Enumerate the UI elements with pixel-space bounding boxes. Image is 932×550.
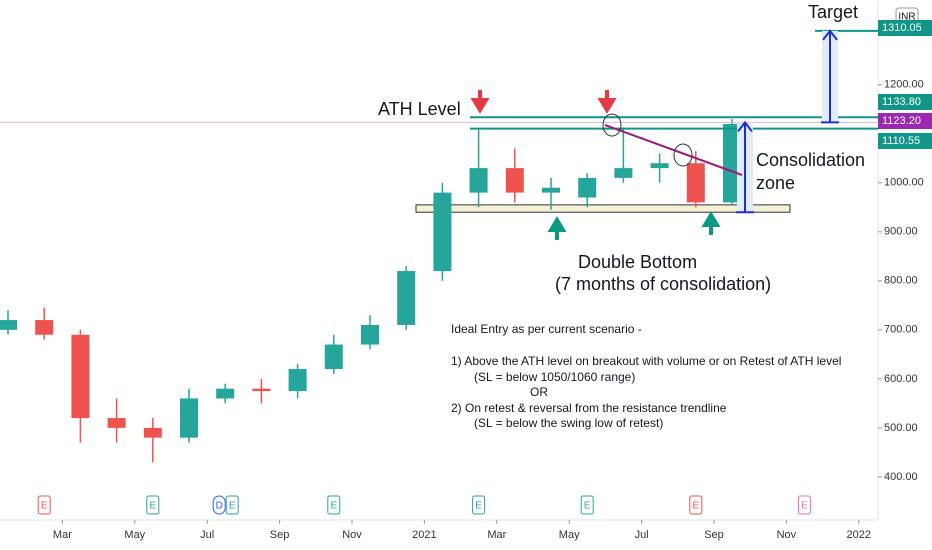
- event-marker: [212, 495, 226, 515]
- candle-body: [542, 187, 560, 193]
- y-tick-label: 1200.00: [884, 79, 924, 91]
- event-label: E: [475, 501, 482, 512]
- candle-body: [35, 320, 54, 335]
- event-label: D: [216, 501, 223, 512]
- swing-circle: [673, 143, 693, 167]
- x-tick-label: Mar: [487, 529, 506, 541]
- event-marker: [689, 495, 703, 515]
- x-tick-label: Nov: [342, 529, 362, 541]
- candle-body: [614, 168, 633, 178]
- x-tick-label: Sep: [270, 529, 290, 541]
- consolidation-label: zone: [756, 173, 795, 193]
- double-bottom-label: Double Bottom: [578, 252, 697, 272]
- y-tick-label: 700.00: [884, 324, 918, 336]
- candle-body: [0, 320, 17, 330]
- x-tick-label: Nov: [777, 529, 797, 541]
- entry-text: (SL = below the swing low of retest): [474, 416, 663, 430]
- event-marker: [327, 495, 341, 515]
- candle-body: [505, 168, 524, 193]
- target-label: Target: [808, 2, 858, 22]
- x-tick-label: 2022: [847, 529, 871, 541]
- entry-text: 1) Above the ATH level on breakout with …: [451, 354, 841, 368]
- price-label-box: [878, 113, 932, 129]
- candle-body: [216, 388, 235, 399]
- event-marker: [146, 495, 160, 515]
- price-label-box: [878, 20, 932, 36]
- price-label: 1110.55: [882, 135, 920, 147]
- resistance-trendline: [604, 124, 743, 176]
- candle-body: [397, 271, 416, 325]
- event-marker: [797, 495, 811, 515]
- price-label: 1310.05: [882, 22, 922, 34]
- red-arrow: [597, 90, 617, 114]
- consolidation-label: Consolidation: [756, 150, 865, 170]
- candle-body: [361, 324, 379, 345]
- price-label-box: [878, 94, 932, 110]
- event-marker: [580, 495, 594, 515]
- plot: 400.00 500.00 600.00 700.00 800.00 900.00 1000…: [0, 29, 924, 541]
- entry-text: OR: [530, 385, 548, 399]
- support-zone: [415, 204, 791, 213]
- entry-text: (SL = below 1050/1060 range): [474, 370, 635, 384]
- candle-body: [288, 369, 307, 392]
- y-tick-label: 800.00: [884, 275, 918, 287]
- candle-body: [324, 344, 343, 370]
- price-label-box: [878, 133, 932, 149]
- candle-body: [107, 418, 126, 428]
- ath-label: ATH Level: [378, 99, 461, 119]
- x-tick-label: Sep: [704, 529, 724, 541]
- event-label: E: [229, 501, 236, 512]
- event-label: E: [149, 501, 156, 512]
- event-label: E: [801, 501, 808, 512]
- candle-body: [143, 427, 162, 438]
- target-arrow-head: [822, 29, 838, 41]
- candle-body: [686, 163, 705, 203]
- event-marker: [472, 495, 486, 515]
- candle-body: [433, 192, 452, 272]
- green-arrow: [701, 211, 721, 235]
- entry-text: 2) On retest & reversal from the resista…: [451, 401, 727, 415]
- x-tick-label: 2021: [412, 529, 436, 541]
- candle-body: [71, 334, 90, 419]
- price-label: 1133.80: [882, 96, 921, 108]
- candle-body: [723, 123, 741, 203]
- entry-text: Ideal Entry as per current scenario -: [451, 322, 642, 336]
- candle-body: [180, 398, 198, 438]
- candle-body: [469, 168, 488, 193]
- y-tick-label: 900.00: [884, 226, 918, 238]
- x-tick-label: Jul: [200, 529, 214, 541]
- x-tick-label: Jul: [635, 529, 649, 541]
- green-arrow: [547, 216, 567, 240]
- candle-body: [252, 388, 271, 392]
- event-label: E: [41, 501, 48, 512]
- double-bottom-label: (7 months of consolidation): [555, 274, 771, 294]
- consolidation-arrow-head: [737, 120, 753, 133]
- event-label: E: [584, 501, 591, 512]
- event-label: E: [330, 501, 337, 512]
- event-marker: [225, 495, 239, 515]
- y-tick-label: 1000.00: [884, 177, 924, 189]
- x-tick-label: Mar: [53, 529, 72, 541]
- y-tick-label: 500.00: [884, 422, 918, 434]
- candle-body: [578, 177, 597, 198]
- event-marker: [37, 495, 51, 515]
- event-label: E: [692, 501, 699, 512]
- red-arrow: [470, 90, 490, 114]
- currency: INR: [898, 12, 915, 23]
- x-tick-label: May: [124, 529, 145, 541]
- y-tick-label: 400.00: [884, 471, 918, 483]
- swing-circle: [602, 113, 622, 137]
- price-label: 1123.20: [882, 115, 921, 127]
- x-tick-label: May: [559, 529, 580, 541]
- candle-body: [650, 163, 669, 169]
- y-tick-label: 600.00: [884, 373, 918, 385]
